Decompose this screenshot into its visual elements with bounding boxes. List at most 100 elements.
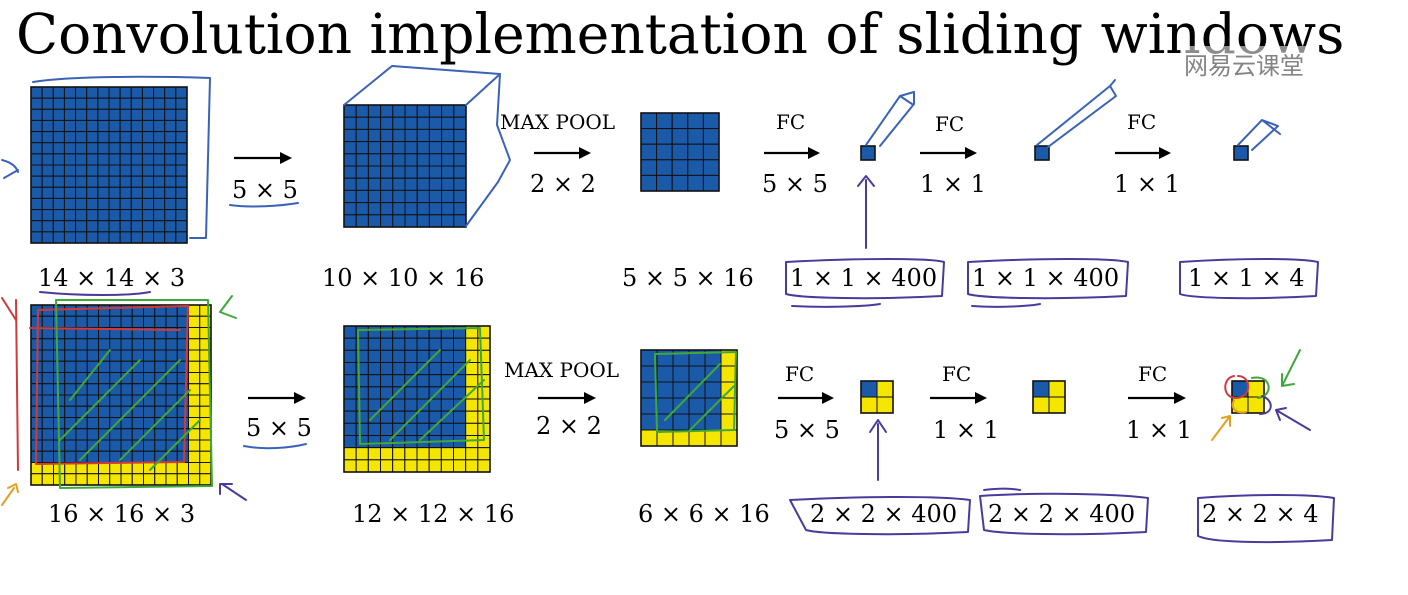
grid-cell bbox=[640, 143, 658, 161]
grid-cell bbox=[453, 398, 467, 412]
top-shape-output: 1 × 1 × 4 bbox=[1188, 264, 1305, 292]
grid-cell bbox=[153, 142, 166, 155]
bottom-shape-fc1: 2 × 2 × 400 bbox=[810, 500, 958, 528]
grid-cell bbox=[97, 220, 110, 233]
grid-cell bbox=[640, 381, 658, 399]
grid-cell bbox=[131, 338, 144, 351]
grid-cell bbox=[41, 394, 54, 407]
grid-cell bbox=[120, 349, 133, 362]
grid-cell bbox=[108, 131, 121, 144]
grid-cell bbox=[86, 304, 99, 317]
grid-cell bbox=[355, 189, 369, 204]
grid-cell bbox=[1247, 396, 1265, 414]
grid-cell bbox=[41, 108, 54, 121]
grid-cell bbox=[75, 209, 88, 222]
grid-cell bbox=[416, 337, 430, 351]
bottom-shape-input: 16 × 16 × 3 bbox=[48, 500, 196, 528]
grid-cell bbox=[97, 175, 110, 188]
grid-cell bbox=[656, 365, 674, 383]
grid-cell bbox=[153, 175, 166, 188]
grid-cell bbox=[131, 383, 144, 396]
grid-cell bbox=[141, 131, 155, 144]
bottom-pool-window-green bbox=[654, 351, 737, 433]
grid-cell bbox=[656, 112, 673, 130]
grid-cell bbox=[355, 116, 369, 130]
grid-cell bbox=[153, 131, 166, 144]
top-arrow-fc1-head bbox=[808, 147, 820, 159]
grid-cell bbox=[355, 410, 369, 424]
top-arrow-conv-head bbox=[280, 152, 292, 164]
grid-cell bbox=[75, 220, 88, 233]
top-input-grid bbox=[30, 86, 188, 244]
top-shape-fc1: 1 × 1 × 400 bbox=[790, 264, 938, 292]
grid-cell bbox=[404, 337, 418, 351]
grid-cell bbox=[453, 177, 467, 191]
grid-cell bbox=[656, 397, 674, 415]
grid-cell bbox=[30, 131, 43, 144]
grid-cell bbox=[416, 374, 430, 388]
grid-cell bbox=[876, 396, 894, 414]
grid-cell bbox=[165, 383, 178, 396]
grid-cell bbox=[416, 386, 430, 400]
grid-cell bbox=[164, 131, 177, 144]
grid-cell bbox=[453, 422, 467, 437]
grid-cell bbox=[687, 159, 704, 176]
grid-cell bbox=[154, 394, 167, 407]
grid-cell bbox=[153, 164, 166, 177]
grid-cell bbox=[392, 386, 406, 400]
top-fc2-shape-box bbox=[967, 258, 1129, 300]
grid-cell bbox=[63, 175, 77, 188]
grid-cell bbox=[30, 119, 43, 133]
grid-cell bbox=[355, 128, 369, 143]
grid-cell bbox=[860, 380, 878, 398]
bottom-op3-size: 5 × 5 bbox=[774, 416, 840, 444]
top-pool-grid bbox=[640, 112, 720, 192]
grid-cell bbox=[380, 116, 394, 130]
grid-cell bbox=[30, 197, 43, 211]
grid-cell bbox=[404, 362, 418, 376]
grid-cell bbox=[75, 450, 88, 463]
top-output-shape-box bbox=[1179, 258, 1319, 300]
grid-cell bbox=[130, 153, 143, 166]
grid-cell bbox=[640, 429, 658, 447]
grid-cell bbox=[52, 142, 65, 155]
grid-cell bbox=[188, 349, 201, 362]
grid-cell bbox=[441, 165, 455, 179]
grid-cell bbox=[154, 315, 167, 328]
grid-cell bbox=[404, 374, 418, 388]
grid-cell bbox=[343, 214, 357, 228]
grid-cell bbox=[120, 383, 133, 396]
grid-cell bbox=[141, 231, 155, 244]
grid-cell bbox=[164, 197, 177, 211]
grid-cell bbox=[64, 405, 77, 418]
grid-cell bbox=[165, 417, 178, 430]
grid-cell bbox=[52, 220, 65, 233]
grid-cell bbox=[343, 177, 357, 191]
grid-cell bbox=[131, 315, 144, 328]
grid-cell bbox=[477, 459, 491, 473]
grid-cell bbox=[392, 153, 406, 167]
grid-outline bbox=[640, 112, 720, 192]
bottom-input-orange-arrow bbox=[1, 483, 19, 506]
grid-cell bbox=[41, 383, 54, 396]
grid-cell bbox=[120, 473, 133, 486]
grid-cell bbox=[30, 220, 43, 233]
grid-cell bbox=[30, 209, 43, 222]
grid-cell bbox=[86, 231, 99, 244]
grid-cell bbox=[164, 119, 177, 133]
grid-cell bbox=[672, 397, 690, 415]
grid-cell bbox=[453, 153, 467, 167]
grid-cell bbox=[453, 349, 467, 364]
grid-cell bbox=[367, 349, 382, 364]
grid-cell bbox=[355, 459, 369, 473]
grid-cell bbox=[97, 231, 110, 244]
grid-cell bbox=[188, 473, 201, 486]
grid-cell bbox=[119, 108, 132, 121]
grid-outline bbox=[1034, 145, 1050, 161]
grid-cell bbox=[380, 128, 394, 143]
grid-cell bbox=[176, 462, 189, 475]
grid-cell bbox=[428, 398, 442, 412]
grid-cell bbox=[141, 197, 155, 211]
grid-cell bbox=[1247, 380, 1265, 398]
grid-cell bbox=[380, 349, 394, 364]
